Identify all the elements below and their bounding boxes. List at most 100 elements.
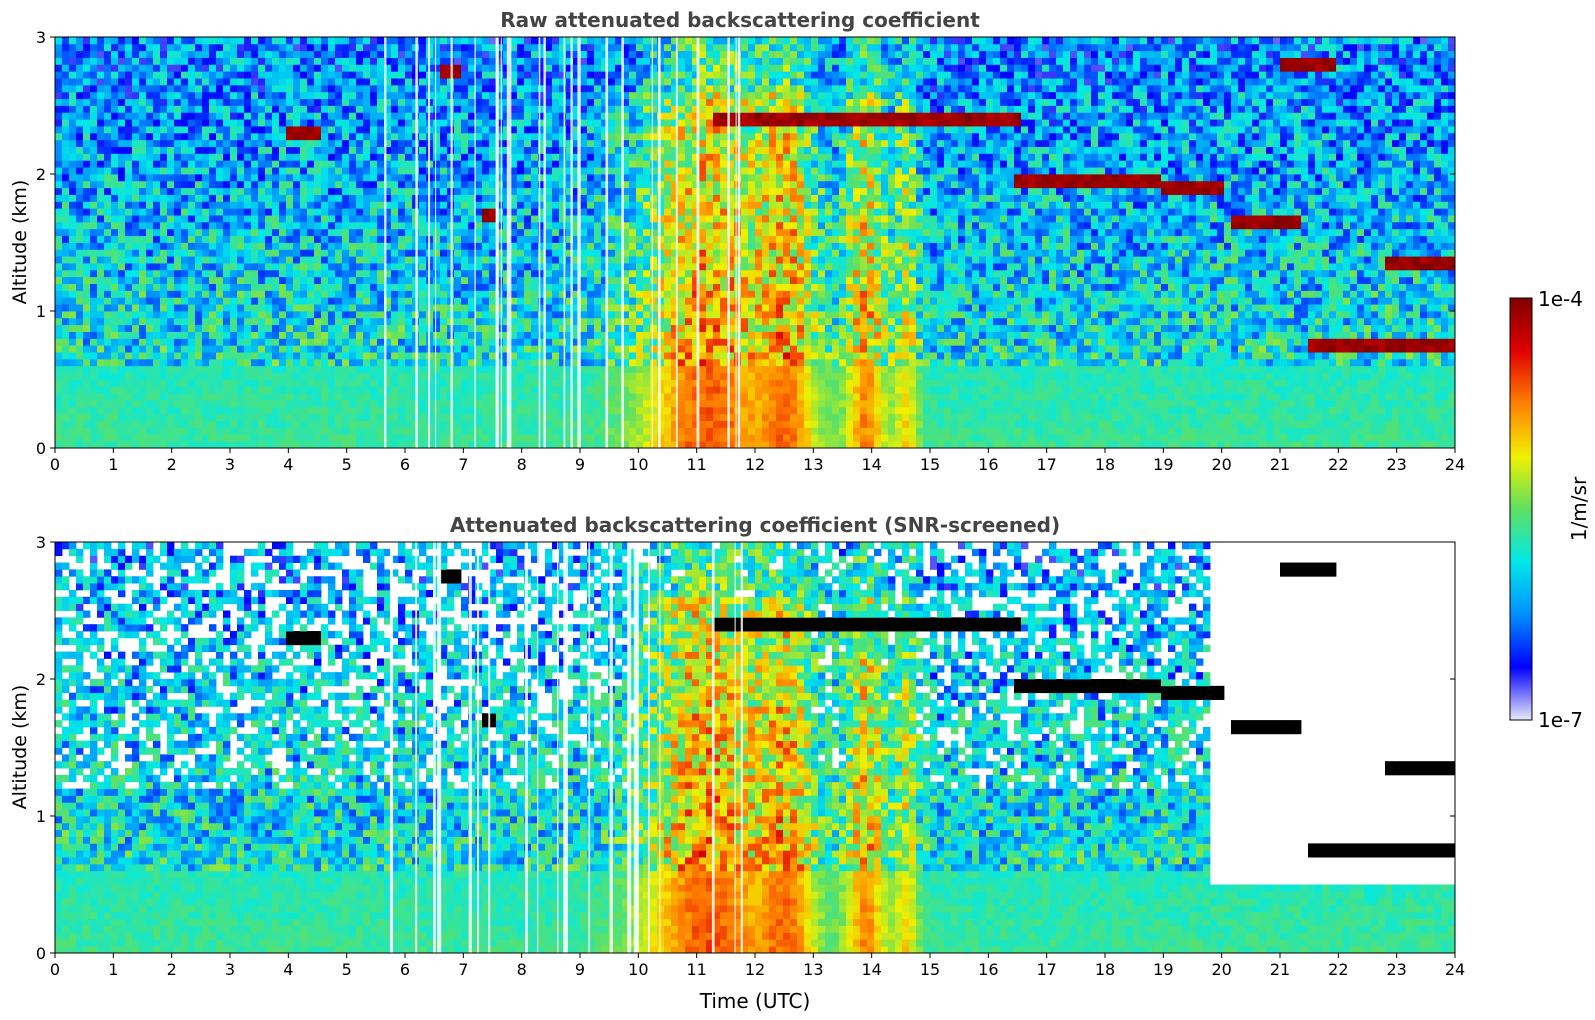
heatmap-cell [622, 263, 630, 271]
heatmap-cell [370, 146, 378, 154]
heatmap-cell [594, 324, 602, 332]
heatmap-cell [307, 208, 315, 216]
heatmap-cell [153, 406, 161, 415]
heatmap-cell [195, 290, 203, 298]
heatmap-cell [489, 372, 497, 380]
heatmap-cell [622, 174, 630, 182]
heatmap-cell [153, 338, 161, 346]
heatmap-cell [216, 221, 224, 230]
heatmap-cell [503, 64, 511, 72]
heatmap-cell [237, 242, 245, 250]
heatmap-cell [314, 420, 322, 428]
heatmap-cell [496, 427, 504, 435]
heatmap-cell [279, 276, 287, 284]
heatmap-cell [223, 249, 231, 257]
heatmap-cell [608, 98, 616, 106]
heatmap-cell [272, 317, 280, 326]
heatmap-cell [272, 98, 280, 106]
heatmap-cell [559, 37, 567, 45]
heatmap-cell [454, 78, 462, 86]
heatmap-cell [181, 283, 189, 291]
heatmap-cell [538, 187, 546, 195]
heatmap-cell [195, 119, 203, 127]
heatmap-cell [160, 153, 168, 161]
heatmap-cell [608, 365, 616, 374]
heatmap-cell [244, 126, 252, 134]
heatmap-cell [321, 379, 329, 387]
heatmap-cell [370, 311, 378, 319]
heatmap-cell [286, 413, 294, 421]
heatmap-cell [335, 324, 343, 332]
heatmap-cell [468, 317, 476, 326]
heatmap-cell [279, 201, 287, 209]
heatmap-cell [342, 317, 350, 326]
heatmap-cell [594, 256, 602, 264]
heatmap-cell [167, 180, 175, 189]
heatmap-cell [139, 269, 147, 278]
heatmap-cell [475, 174, 483, 182]
heatmap-cell [272, 413, 280, 421]
heatmap-cell [160, 201, 168, 209]
heatmap-cell [146, 338, 154, 346]
heatmap-cell [552, 345, 560, 353]
heatmap-cell [83, 338, 91, 346]
heatmap-cell [461, 139, 469, 147]
heatmap-cell [363, 297, 371, 305]
heatmap-cell [384, 119, 392, 127]
heatmap-cell [629, 249, 637, 257]
heatmap-cell [545, 98, 553, 106]
heatmap-cell [265, 57, 273, 65]
heatmap-cell [377, 400, 385, 408]
heatmap-cell [90, 269, 98, 278]
heatmap-cell [174, 352, 182, 360]
heatmap-cell [363, 215, 371, 223]
heatmap-cell [272, 78, 280, 86]
heatmap-cell [244, 78, 252, 86]
heatmap-cell [55, 64, 63, 72]
heatmap-cell [531, 276, 539, 284]
heatmap-cell [160, 78, 168, 86]
heatmap-cell [601, 57, 609, 65]
heatmap-cell [76, 297, 84, 305]
heatmap-cell [216, 208, 224, 216]
heatmap-cell [503, 331, 511, 339]
heatmap-cell [83, 43, 91, 52]
heatmap-cell [545, 64, 553, 72]
heatmap-cell [118, 119, 126, 127]
heatmap-cell [202, 57, 210, 65]
heatmap-cell [195, 304, 203, 312]
heatmap-cell [398, 249, 406, 257]
heatmap-cell [300, 146, 308, 154]
heatmap-cell [195, 379, 203, 387]
heatmap-cell [139, 324, 147, 332]
heatmap-cell [69, 221, 77, 230]
heatmap-cell [286, 304, 294, 312]
heatmap-cell [405, 400, 413, 408]
heatmap-cell [139, 263, 147, 271]
heatmap-cell [629, 208, 637, 216]
heatmap-cell [104, 174, 112, 182]
heatmap-cell [489, 324, 497, 332]
heatmap-cell [622, 297, 630, 305]
heatmap-cell [342, 420, 350, 428]
heatmap-cell [608, 160, 616, 168]
heatmap-cell [629, 84, 637, 93]
heatmap-cell [104, 194, 112, 202]
heatmap-cell [377, 413, 385, 421]
heatmap-cell [398, 311, 406, 319]
heatmap-cell [62, 43, 70, 52]
heatmap-cell [545, 393, 553, 401]
heatmap-cell [174, 37, 182, 45]
heatmap-cell [363, 441, 371, 449]
heatmap-cell [153, 160, 161, 168]
heatmap-cell [153, 50, 161, 58]
heatmap-cell [286, 208, 294, 216]
heatmap-cell [615, 112, 623, 120]
heatmap-cell [62, 352, 70, 360]
heatmap-cell [419, 386, 427, 394]
heatmap-cell [517, 249, 525, 257]
heatmap-cell [279, 221, 287, 230]
heatmap-cell [538, 345, 546, 353]
heatmap-cell [209, 78, 217, 86]
heatmap-cell [440, 91, 448, 100]
